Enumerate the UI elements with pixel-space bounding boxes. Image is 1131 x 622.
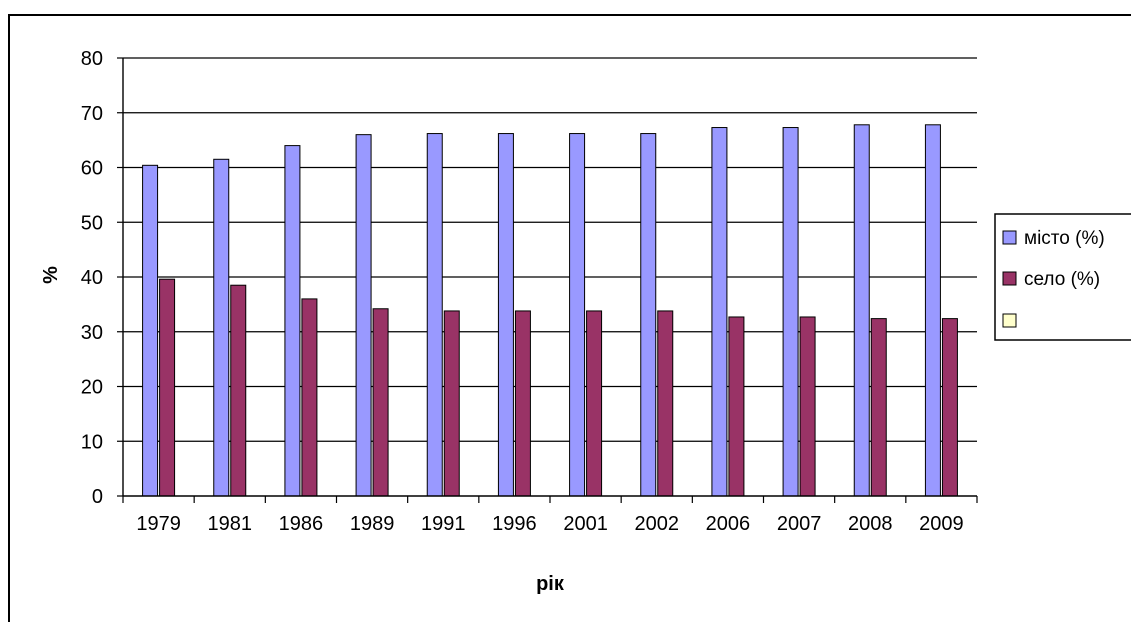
- y-tick-label: 10: [81, 431, 103, 453]
- bar-misto-2007: [782, 127, 799, 497]
- legend-swatch: [1002, 271, 1017, 286]
- y-tick-label: 50: [81, 212, 103, 234]
- x-tick-label: 2007: [777, 513, 822, 535]
- x-tick-label: 1986: [279, 513, 324, 535]
- x-tick-label: 1991: [421, 513, 466, 535]
- y-tick-label: 70: [81, 103, 103, 125]
- bar-selo-1981: [230, 284, 247, 497]
- bar-selo-2006: [728, 316, 745, 497]
- x-tick-label: 1981: [208, 513, 253, 535]
- bar-misto-1981: [213, 158, 230, 497]
- y-tick-label: 20: [81, 377, 103, 399]
- legend: місто (%) село (%): [994, 213, 1131, 341]
- y-tick-label: 60: [81, 158, 103, 180]
- x-axis-title: рік: [536, 573, 565, 595]
- bar-selo-1979: [159, 278, 176, 497]
- bar-misto-2009: [924, 124, 941, 497]
- bar-misto-2001: [569, 133, 586, 497]
- y-tick-label: 30: [81, 322, 103, 344]
- bar-misto-1979: [142, 164, 159, 497]
- bar-misto-1991: [426, 133, 443, 497]
- x-tick-label: 1989: [350, 513, 395, 535]
- x-tick-label: 1979: [136, 513, 181, 535]
- y-tick-label: 0: [92, 486, 103, 508]
- bar-selo-1996: [514, 310, 531, 497]
- y-tick-label: 80: [81, 48, 103, 70]
- legend-label: село (%): [1024, 269, 1100, 290]
- bar-misto-1986: [284, 145, 301, 497]
- legend-box: [994, 213, 1131, 341]
- bars: [142, 124, 958, 497]
- bar-selo-1989: [372, 308, 389, 497]
- axes: [117, 57, 978, 503]
- tick-labels: 0 10 20 30 40 50 60 70 80 1979 1981 1986 1989 1991 199…: [81, 48, 964, 535]
- x-tick-label: 2009: [919, 513, 964, 535]
- legend-swatch: [1002, 230, 1017, 245]
- bar-misto-1989: [355, 134, 372, 497]
- bar-selo-2001: [586, 310, 603, 497]
- bar-misto-2008: [853, 124, 870, 497]
- x-tick-label: 2006: [706, 513, 751, 535]
- x-tick-label: 2008: [848, 513, 893, 535]
- bar-misto-2002: [640, 133, 657, 497]
- legend-swatch: [1002, 313, 1017, 328]
- bar-selo-1986: [301, 298, 318, 497]
- x-tick-label: 1996: [492, 513, 537, 535]
- gridlines: [123, 57, 977, 442]
- x-tick-label: 2002: [635, 513, 680, 535]
- bar-selo-2007: [799, 316, 816, 497]
- bar-misto-2006: [711, 127, 728, 497]
- bar-selo-2008: [870, 318, 887, 497]
- legend-label: місто (%): [1024, 228, 1105, 249]
- y-tick-label: 40: [81, 267, 103, 289]
- bar-misto-1996: [497, 133, 514, 497]
- bar-selo-2009: [941, 318, 958, 497]
- y-axis-title: %: [40, 266, 62, 284]
- bar-selo-1991: [443, 310, 460, 497]
- x-tick-label: 2001: [563, 513, 608, 535]
- bar-selo-2002: [657, 310, 674, 497]
